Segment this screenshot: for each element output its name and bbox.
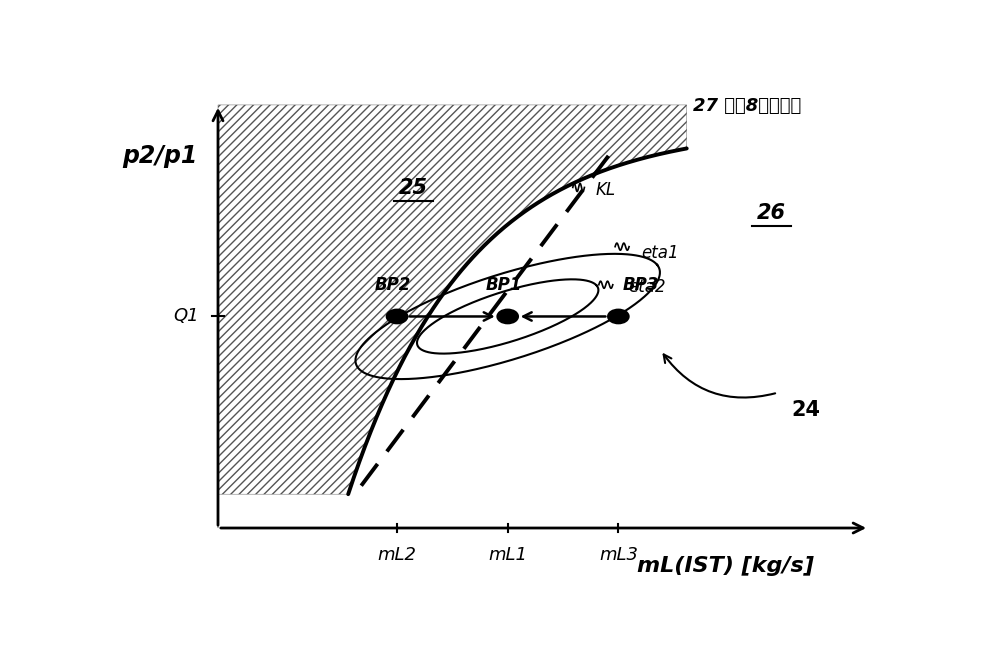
Text: mL2: mL2	[378, 546, 417, 564]
Text: eta1: eta1	[641, 244, 679, 262]
Text: 27 （唉8振极限）: 27 （唉8振极限）	[693, 97, 801, 115]
Text: BP1: BP1	[486, 275, 522, 293]
Text: 25: 25	[399, 178, 428, 198]
Circle shape	[387, 310, 407, 323]
Text: BP3: BP3	[622, 275, 659, 293]
Text: mL(IST) [kg/s]: mL(IST) [kg/s]	[637, 556, 814, 576]
Circle shape	[608, 310, 628, 323]
Text: mL3: mL3	[599, 546, 638, 564]
Text: 26: 26	[757, 203, 786, 223]
Text: p2/p1: p2/p1	[122, 144, 198, 167]
Polygon shape	[218, 105, 687, 528]
Text: 24: 24	[791, 400, 820, 420]
Text: Q1: Q1	[173, 307, 199, 326]
Circle shape	[498, 310, 518, 323]
Text: KL: KL	[596, 181, 616, 199]
Text: eta2: eta2	[628, 278, 666, 296]
Text: mL1: mL1	[488, 546, 527, 564]
Text: BP2: BP2	[375, 275, 411, 293]
